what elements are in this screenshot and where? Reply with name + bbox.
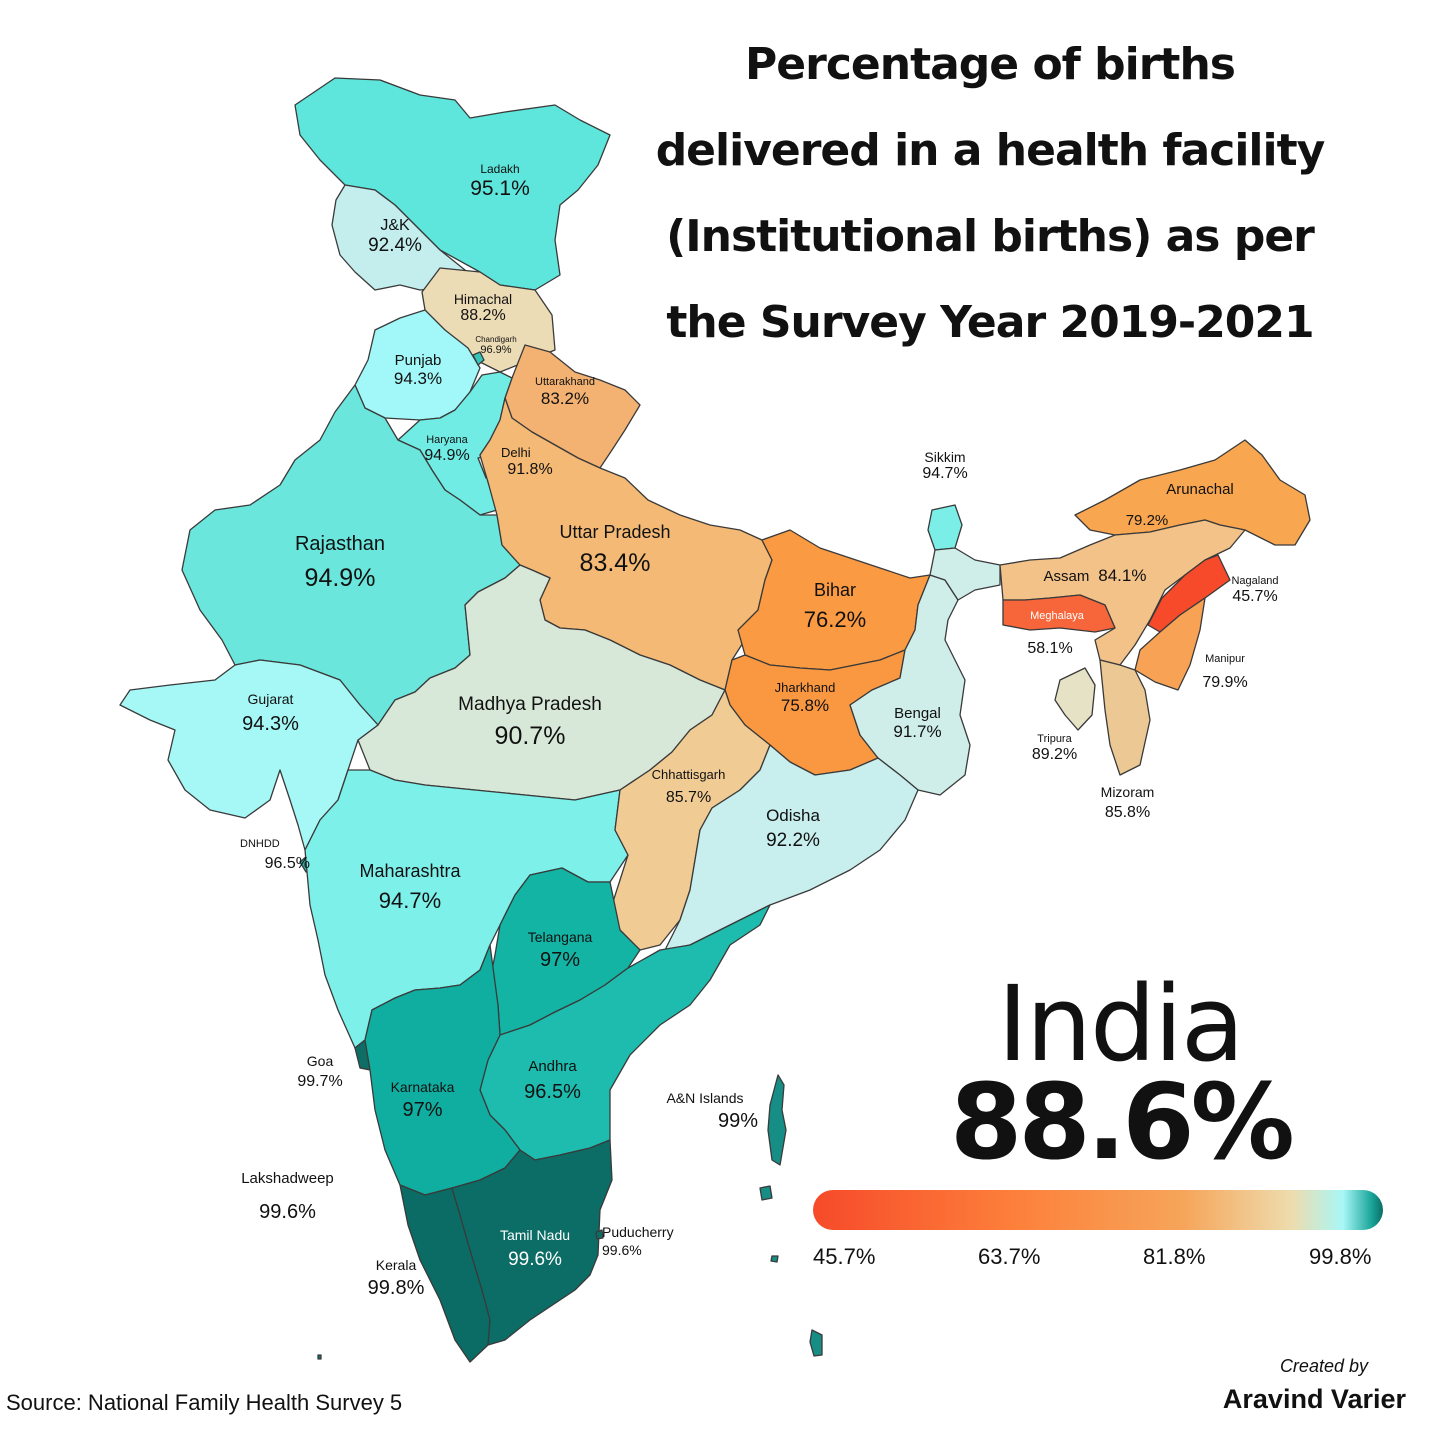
title-line-1: Percentage of births <box>745 39 1236 90</box>
label-meghalaya-name: Meghalaya <box>1030 610 1084 622</box>
label-haryana: Haryana 94.9% <box>424 434 470 464</box>
label-tripura: Tripura 89.2% <box>1031 733 1078 763</box>
legend-tick-4: 99.8% <box>1309 1244 1372 1269</box>
label-uttar_pradesh: Uttar Pradesh 83.4% <box>559 522 671 577</box>
source-note: Source: National Family Health Survey 5 <box>6 1390 403 1415</box>
label-delhi: Delhi 91.8% <box>501 445 553 478</box>
region-gujarat <box>119 659 379 851</box>
region-bengal <box>849 574 971 796</box>
label-an_islands: A&N Islands 99% <box>666 1090 758 1133</box>
region-jk <box>331 184 466 291</box>
region-an_islands-4 <box>770 1255 779 1263</box>
label-chandigarh: Chandigarh 96.9% <box>475 335 517 357</box>
region-tripura <box>1054 667 1096 731</box>
label-meghalaya-value: 58.1% <box>1027 640 1073 657</box>
label-manipur: Manipur 79.9% <box>1202 653 1248 691</box>
region-lakshadweep <box>317 1354 322 1360</box>
legend-tick-1: 45.7% <box>813 1244 876 1269</box>
label-madhya_pradesh: Madhya Pradesh 90.7% <box>458 694 602 750</box>
label-himachal: Himachal 88.2% <box>453 291 513 325</box>
title-line-3: (Institutional births) as per <box>666 211 1315 262</box>
region-karnataka <box>364 944 521 1196</box>
region-an_islands-2 <box>759 1185 773 1201</box>
region-northbengal <box>929 547 1001 601</box>
region-an_islands-3 <box>809 1329 823 1357</box>
label-kerala: Kerala 99.8% <box>367 1257 425 1300</box>
label-sikkim: Sikkim 94.7% <box>922 449 968 483</box>
label-gujarat: Gujarat 94.3% <box>242 691 299 736</box>
label-arunachal-value: 79.2% <box>1125 512 1169 529</box>
label-bihar: Bihar 76.2% <box>803 580 867 632</box>
label-rajasthan: Rajasthan 94.9% <box>294 533 386 592</box>
label-telangana: Telangana 97% <box>527 929 593 972</box>
label-lakshadweep: Lakshadweep 99.6% <box>241 1170 334 1224</box>
map-title: Percentage of births delivered in a heal… <box>640 22 1340 366</box>
national-summary: India 88.6% <box>950 963 1295 1183</box>
label-puducherry: Puducherry 99.6% <box>602 1224 674 1259</box>
label-assam: Assam 84.1% <box>1043 566 1147 585</box>
label-bengal: Bengal 91.7% <box>893 705 942 742</box>
label-dnhdd: DNHDD 96.5% <box>240 838 310 872</box>
label-andhra: Andhra 96.5% <box>524 1058 581 1104</box>
label-nagaland: Nagaland 45.7% <box>1231 575 1279 605</box>
national-value: 88.6% <box>950 1061 1295 1183</box>
label-mizoram: Mizoram 85.8% <box>1100 784 1155 822</box>
region-meghalaya <box>1002 594 1116 633</box>
region-an_islands-1 <box>767 1074 787 1166</box>
region-manipur <box>1134 597 1206 691</box>
label-jk: J&K 92.4% <box>368 217 422 257</box>
title-line-4: the Survey Year 2019-2021 <box>666 297 1314 348</box>
label-goa: Goa 99.7% <box>297 1053 343 1091</box>
label-punjab: Punjab 94.3% <box>393 352 443 389</box>
credit-author: Aravind Varier <box>1222 1384 1406 1414</box>
label-uttarakhand: Uttarakhand 83.2% <box>535 376 595 408</box>
region-tamil_nadu <box>451 1139 613 1346</box>
label-maharashtra: Maharashtra 94.7% <box>359 861 461 913</box>
label-tamil_nadu: Tamil Nadu 99.6% <box>499 1227 571 1271</box>
region-chandigarh <box>472 351 485 366</box>
region-puducherry <box>595 1229 604 1240</box>
title-line-2: delivered in a health facility <box>655 125 1326 176</box>
credit-line-1: Created by <box>1279 1356 1368 1376</box>
label-odisha: Odisha 92.2% <box>766 806 820 851</box>
legend-color-scale <box>813 1190 1383 1230</box>
label-arunachal-name: Arunachal <box>1166 481 1234 498</box>
label-chhattisgarh: Chhattisgarh 85.7% <box>651 767 726 806</box>
legend-tick-3: 81.8% <box>1143 1244 1206 1269</box>
region-mizoram <box>1099 659 1151 776</box>
legend-tick-2: 63.7% <box>978 1244 1041 1269</box>
national-name: India <box>997 963 1244 1085</box>
label-jharkhand: Jharkhand 75.8% <box>774 680 836 715</box>
label-ladakh: Ladakh 95.1% <box>470 162 530 200</box>
label-karnataka: Karnataka 97% <box>390 1079 455 1122</box>
region-sikkim <box>927 504 963 551</box>
